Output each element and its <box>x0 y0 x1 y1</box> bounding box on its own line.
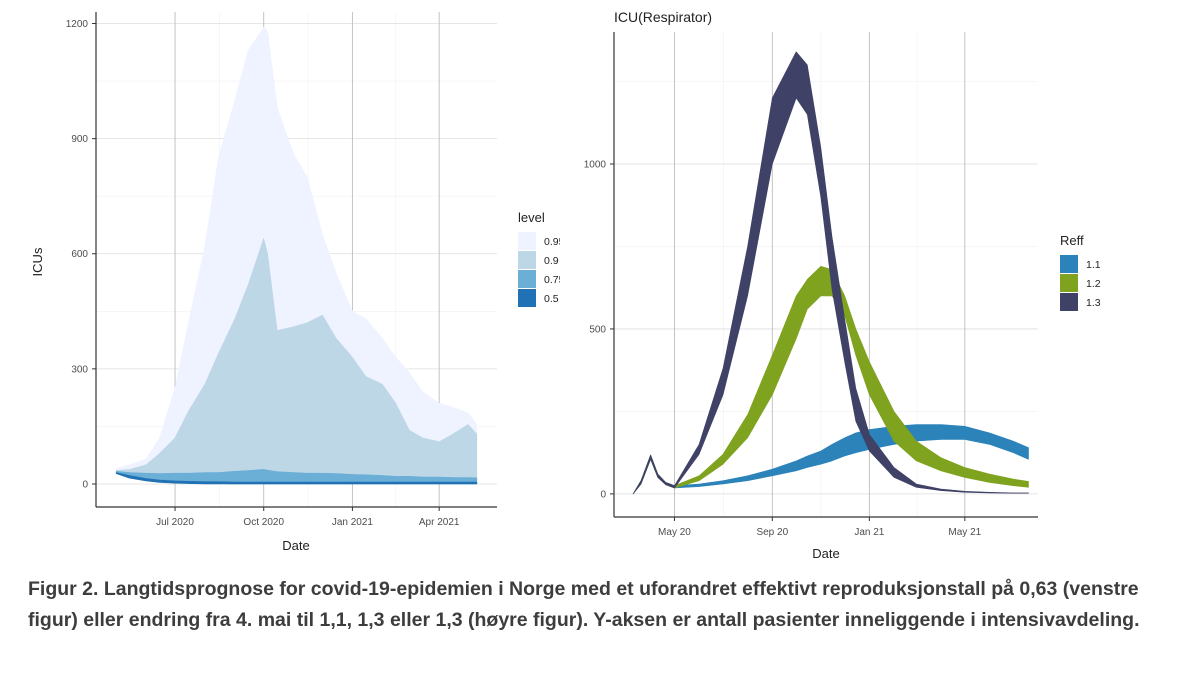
left-axes: 0 300 600 900 1200 Jul 2020 Oct 2020 Jan 2021 Ap… <box>66 12 497 528</box>
y-tick-label: 1200 <box>66 19 89 30</box>
left-legend: level 0.95 0.9 0.75 0.5 <box>518 210 560 307</box>
y-tick-label: 600 <box>71 249 88 260</box>
band-1-3 <box>632 51 1029 495</box>
right-chart-title: ICU(Respirator) <box>614 9 712 25</box>
right-x-axis-title: Date <box>812 546 839 561</box>
legend-key-1-1 <box>1060 255 1078 273</box>
legend-label: 0.95 <box>544 236 560 248</box>
right-axes: 0 500 1000 May 20 Sep 20 Jan 21 May 21 <box>584 32 1038 538</box>
x-tick-label: Apr 2021 <box>419 517 460 528</box>
icu-respirator-chart-right: ICU(Respirator) 0 500 1000 May 20 Sep 20 Jan … <box>584 9 1101 561</box>
y-tick-label: 900 <box>71 134 88 145</box>
legend-label: 1.1 <box>1086 259 1101 271</box>
left-level-bands <box>115 27 478 485</box>
legend-key-1-3 <box>1060 293 1078 311</box>
x-tick-label: Jan 2021 <box>332 517 374 528</box>
y-tick-label: 500 <box>589 324 606 335</box>
x-tick-label: Oct 2020 <box>243 517 284 528</box>
band-1-1 <box>632 424 1029 495</box>
figure-caption: Figur 2. Langtidsprognose for covid-19-e… <box>28 578 1140 631</box>
legend-label: 1.2 <box>1086 278 1101 290</box>
band-0-5 <box>115 472 478 485</box>
legend-title: level <box>518 210 545 225</box>
y-tick-label: 300 <box>71 364 88 375</box>
right-reff-bands <box>632 51 1029 495</box>
y-tick-label: 1000 <box>584 159 607 170</box>
legend-key-0-9 <box>518 251 536 269</box>
x-tick-label: May 21 <box>948 527 981 538</box>
legend-key-0-95 <box>518 232 536 250</box>
legend-key-0-75 <box>518 270 536 288</box>
legend-label: 1.3 <box>1086 297 1101 309</box>
x-tick-label: Jan 21 <box>854 527 884 538</box>
legend-key-0-5 <box>518 289 536 307</box>
legend-label: 0.75 <box>544 274 560 286</box>
y-tick-label: 0 <box>82 479 88 490</box>
left-x-axis-title: Date <box>282 538 309 553</box>
legend-label: 0.5 <box>544 293 559 305</box>
y-tick-label: 0 <box>600 489 606 500</box>
x-tick-label: May 20 <box>658 527 691 538</box>
left-y-axis-title: ICUs <box>30 247 45 276</box>
x-tick-label: Jul 2020 <box>156 517 194 528</box>
x-tick-label: Sep 20 <box>756 527 788 538</box>
legend-label: 0.9 <box>544 255 559 267</box>
band-1-2 <box>632 266 1029 495</box>
legend-key-1-2 <box>1060 274 1078 292</box>
legend-title: Reff <box>1060 233 1084 248</box>
icu-prognosis-chart-left: 0 300 600 900 1200 Jul 2020 Oct 2020 Jan 2021 Ap… <box>30 12 560 553</box>
